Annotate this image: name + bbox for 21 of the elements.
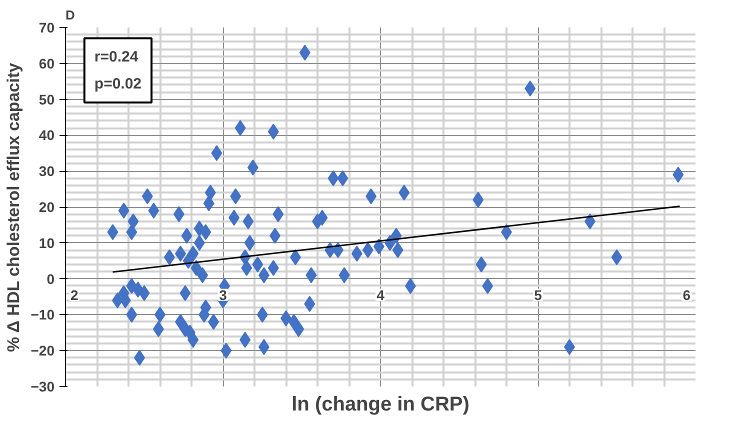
- y-tick-label: 30: [38, 163, 55, 180]
- y-tick-label: −20: [30, 342, 55, 359]
- chart-title: D: [66, 8, 75, 22]
- y-tick-label: 0: [46, 270, 55, 287]
- y-tick-label: 40: [38, 127, 55, 144]
- annotation: p=0.02: [94, 75, 142, 92]
- x-tick-label: 4: [376, 286, 385, 303]
- x-tick-label: 3: [219, 286, 228, 303]
- y-axis-title: % Δ HDL cholesterol efflux capacity: [4, 62, 23, 352]
- y-tick-label: 70: [38, 20, 55, 36]
- y-tick-label: 60: [38, 55, 55, 72]
- y-tick-label: 10: [38, 234, 55, 251]
- annotation: r=0.24: [94, 48, 139, 66]
- x-tick-label: 6: [682, 286, 691, 303]
- y-tick-label: 20: [38, 199, 55, 215]
- y-tick-label: −10: [30, 306, 55, 323]
- y-tick-label: −30: [30, 378, 55, 394]
- y-tick-label: 50: [38, 91, 55, 108]
- x-tick-label: 2: [70, 286, 78, 303]
- x-axis-title: ln (change in CRP): [292, 394, 470, 416]
- x-tick-label: 5: [534, 286, 542, 303]
